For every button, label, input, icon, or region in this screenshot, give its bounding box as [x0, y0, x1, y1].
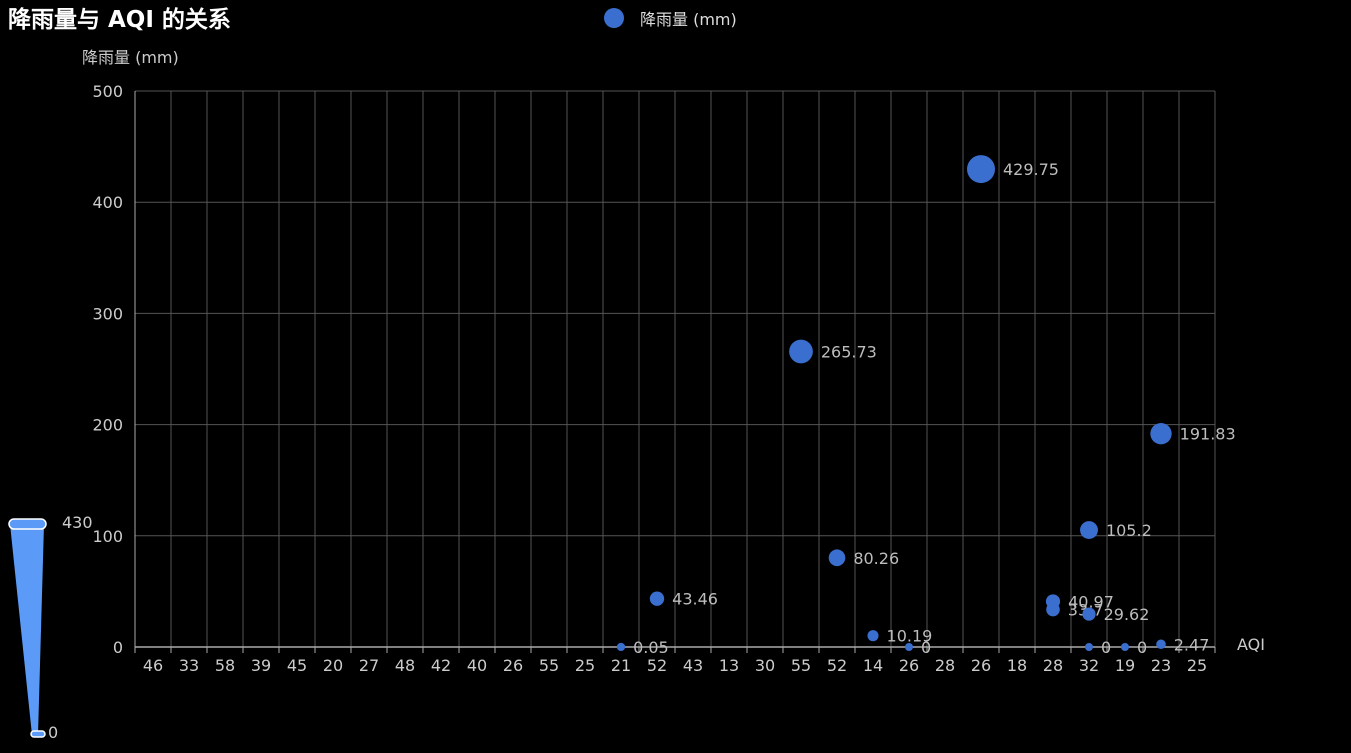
x-tick-label: 19 [1115, 656, 1135, 675]
data-point[interactable] [867, 630, 879, 642]
x-tick-label: 39 [251, 656, 271, 675]
data-label: 29.62 [1104, 605, 1150, 624]
x-tick-label: 14 [863, 656, 883, 675]
x-tick-label: 55 [539, 656, 559, 675]
x-tick-label: 18 [1007, 656, 1027, 675]
x-tick-label: 28 [1043, 656, 1063, 675]
y-tick-label: 300 [92, 304, 123, 323]
x-tick-label: 45 [287, 656, 307, 675]
y-axis-label: 降雨量 (mm) [82, 48, 179, 67]
data-point[interactable] [649, 591, 665, 606]
x-tick-label: 25 [1187, 656, 1207, 675]
x-tick-label: 30 [755, 656, 775, 675]
x-tick-label: 52 [647, 656, 667, 675]
y-tick-label: 400 [92, 193, 123, 212]
data-point[interactable] [1085, 643, 1093, 651]
x-tick-label: 28 [935, 656, 955, 675]
data-label: 43.46 [672, 590, 718, 609]
legend-marker-icon [604, 8, 624, 28]
y-axis-ticks: 0 100 200 300 400 500 [92, 82, 123, 657]
data-point[interactable] [789, 339, 813, 364]
x-tick-label: 55 [791, 656, 811, 675]
data-point[interactable] [1046, 602, 1060, 617]
data-label: 429.75 [1003, 160, 1059, 179]
data-label: 105.2 [1106, 521, 1152, 540]
data-label: 0 [1101, 638, 1111, 657]
data-label: 10.19 [887, 627, 933, 646]
x-tick-label: 52 [827, 656, 847, 675]
data-point[interactable] [1082, 607, 1096, 621]
x-tick-label: 58 [215, 656, 235, 675]
data-label: 0 [921, 638, 931, 657]
y-tick-label: 200 [92, 416, 123, 435]
x-tick-label: 32 [1079, 656, 1099, 675]
y-tick-label: 0 [113, 638, 123, 657]
visual-map-bar [10, 524, 44, 735]
x-tick-label: 48 [395, 656, 415, 675]
x-tick-label: 20 [323, 656, 343, 675]
data-point[interactable] [1080, 521, 1098, 539]
x-tick-label: 13 [719, 656, 739, 675]
data-point[interactable] [1150, 423, 1172, 445]
data-label: 0 [1137, 638, 1147, 657]
data-label: 0.05 [633, 638, 669, 657]
visual-map-min-label: 0 [48, 723, 58, 742]
x-tick-label: 42 [431, 656, 451, 675]
visual-map-max-label: 430 [62, 513, 93, 532]
data-points: 0.0543.46265.7380.2610.190429.7540.9733.… [616, 155, 1236, 657]
y-tick-label: 500 [92, 82, 123, 101]
x-tick-label: 43 [683, 656, 703, 675]
y-tick-label: 100 [92, 527, 123, 546]
visual-map[interactable]: 430 0 [8, 513, 93, 742]
data-point[interactable] [1121, 643, 1129, 651]
x-tick-label: 40 [467, 656, 487, 675]
legend-item-rainfall[interactable]: 降雨量 (mm) [604, 6, 737, 30]
x-tick-label: 26 [899, 656, 919, 675]
data-label: 40.97 [1068, 592, 1114, 611]
x-tick-label: 33 [179, 656, 199, 675]
data-point[interactable] [828, 549, 846, 567]
visual-map-handle-max[interactable] [8, 518, 47, 530]
x-tick-label: 25 [575, 656, 595, 675]
x-axis-label: AQI [1237, 635, 1265, 654]
data-label: 191.83 [1180, 425, 1236, 444]
legend-label: 降雨量 (mm) [640, 10, 737, 29]
data-label: 265.73 [821, 343, 877, 362]
x-tick-label: 26 [503, 656, 523, 675]
x-tick-label: 26 [971, 656, 991, 675]
x-tick-label: 46 [143, 656, 163, 675]
x-tick-label: 23 [1151, 656, 1171, 675]
data-point[interactable] [616, 642, 626, 652]
data-point[interactable] [1156, 639, 1166, 650]
data-label: 2.47 [1174, 635, 1210, 654]
grid-lines [134, 90, 1216, 653]
data-label: 80.26 [853, 549, 899, 568]
data-point[interactable] [967, 155, 995, 184]
x-axis-ticks: 46 33 58 39 45 20 27 48 42 40 26 55 25 21 52 43 13 30 55 52… [143, 656, 1207, 675]
data-point[interactable] [905, 643, 913, 651]
chart-title: 降雨量与 AQI 的关系 [8, 7, 231, 33]
visual-map-handle-min[interactable] [30, 730, 46, 738]
x-tick-label: 27 [359, 656, 379, 675]
x-tick-label: 21 [611, 656, 631, 675]
